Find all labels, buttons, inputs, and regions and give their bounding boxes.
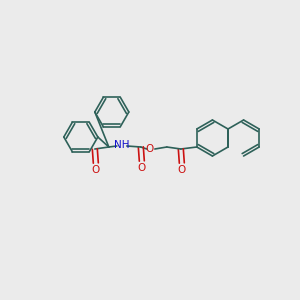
Text: NH: NH	[114, 140, 130, 150]
Text: O: O	[92, 165, 100, 175]
Text: O: O	[146, 144, 154, 154]
Text: O: O	[178, 165, 186, 175]
Text: O: O	[138, 163, 146, 173]
